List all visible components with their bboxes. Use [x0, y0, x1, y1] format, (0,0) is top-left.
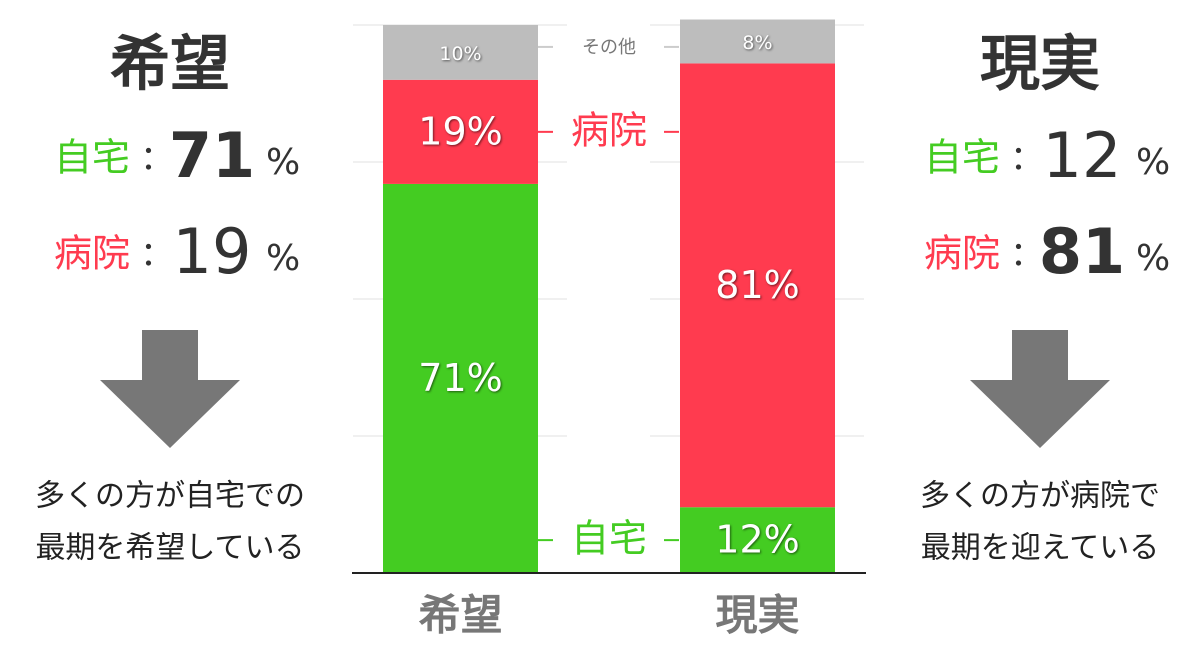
value-label: 81% — [715, 263, 799, 307]
bar-segment — [383, 79, 538, 184]
value-label: 8% — [742, 32, 772, 54]
row-label: 自宅 — [924, 136, 1000, 180]
x-tick-label: 希望 — [418, 591, 502, 640]
row-value: 12 — [1043, 119, 1122, 192]
panel-note: 多くの方が自宅での — [35, 479, 305, 514]
value-label: 19% — [418, 109, 502, 153]
row-value: 71 — [169, 119, 255, 192]
panel-note: 最期を迎えている — [921, 531, 1160, 566]
row-value: 19 — [173, 215, 252, 288]
row-label: 病院 — [924, 232, 1000, 276]
row-label: 病院 — [54, 232, 130, 276]
panel-note: 最期を希望している — [35, 531, 304, 566]
row-separator: ： — [140, 235, 174, 275]
row-unit: % — [1136, 238, 1170, 279]
bar-segment — [383, 25, 538, 80]
down-arrow — [100, 330, 240, 448]
value-label: 10% — [439, 43, 481, 65]
row-separator: ： — [1010, 139, 1044, 179]
row-unit: % — [266, 238, 300, 279]
row-unit: % — [1136, 142, 1170, 183]
panel-title: 現実 — [980, 30, 1100, 100]
down-arrow — [970, 330, 1110, 448]
legend-label: その他 — [582, 37, 636, 58]
row-separator: ： — [140, 139, 174, 179]
row-separator: ： — [1010, 235, 1044, 275]
x-tick-label: 現実 — [715, 591, 799, 640]
legend-label: 自宅 — [571, 517, 647, 561]
bar-segment — [680, 507, 835, 573]
bar-segment — [680, 63, 835, 508]
bar-segment — [680, 19, 835, 64]
value-label: 71% — [418, 356, 502, 400]
row-unit: % — [266, 142, 300, 183]
legend-label: 病院 — [571, 108, 647, 152]
row-label: 自宅 — [54, 136, 130, 180]
bar-segment — [383, 183, 538, 574]
panel-title: 希望 — [110, 30, 230, 100]
panel-note: 多くの方が病院で — [920, 479, 1160, 514]
row-value: 81 — [1039, 215, 1125, 288]
value-label: 12% — [715, 518, 799, 562]
